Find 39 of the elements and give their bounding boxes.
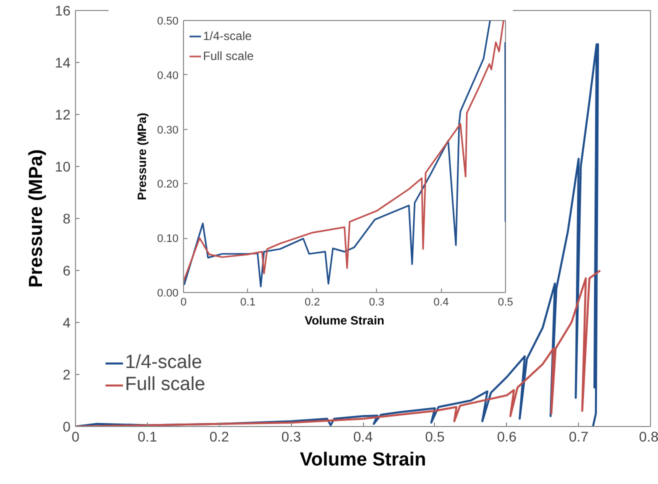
y-tick-label: 4	[62, 314, 71, 330]
y-tick-label: 16	[54, 2, 71, 18]
y-tick-label: 8	[62, 210, 71, 226]
x-tick-label: 0.1	[240, 296, 256, 308]
x-tick-label: 0.2	[210, 428, 230, 444]
x-tick-label: 0.5	[498, 296, 514, 308]
x-tick-label: 0.6	[497, 428, 517, 444]
legend-label: Full scale	[203, 49, 254, 63]
y-tick-label: 12	[54, 106, 71, 122]
legend-label: 1/4-scale	[203, 29, 252, 43]
y-tick-label: 0.20	[157, 178, 179, 191]
x-tick-label: 0	[180, 296, 187, 308]
x-tick-label: 0.3	[281, 428, 302, 444]
x-axis-title: Volume Strain	[304, 314, 384, 328]
y-tick-label: 10	[54, 158, 71, 174]
y-tick-label: 2	[62, 366, 71, 382]
y-tick-label: 0.10	[157, 233, 179, 246]
x-tick-label: 0.4	[353, 428, 373, 444]
y-tick-label: 14	[54, 54, 71, 70]
x-tick-label: 0.5	[425, 428, 445, 444]
x-axis-title: Volume Strain	[300, 450, 426, 470]
x-tick-label: 0.4	[433, 296, 449, 308]
x-tick-label: 0.8	[639, 428, 658, 444]
legend-label: 1/4-scale	[125, 352, 202, 374]
x-tick-label: 0.3	[369, 296, 384, 308]
y-tick-label: 0.00	[157, 288, 179, 300]
line-series	[76, 270, 602, 426]
y-axis-title: Pressure (MPa)	[135, 112, 150, 200]
y-tick-label: 0	[62, 418, 71, 434]
y-tick-label: 6	[62, 262, 71, 278]
y-tick-label: 0.40	[157, 70, 179, 82]
y-tick-label: 0.30	[157, 124, 179, 136]
line-series	[76, 43, 600, 426]
x-tick-label: 0.1	[138, 428, 158, 444]
y-tick-label: 0.50	[157, 16, 179, 28]
y-axis-title: Pressure (MPa)	[26, 149, 47, 288]
legend-label: Full scale	[125, 374, 206, 396]
x-tick-label: 0.7	[568, 428, 589, 444]
x-tick-label: 0.2	[304, 296, 320, 308]
